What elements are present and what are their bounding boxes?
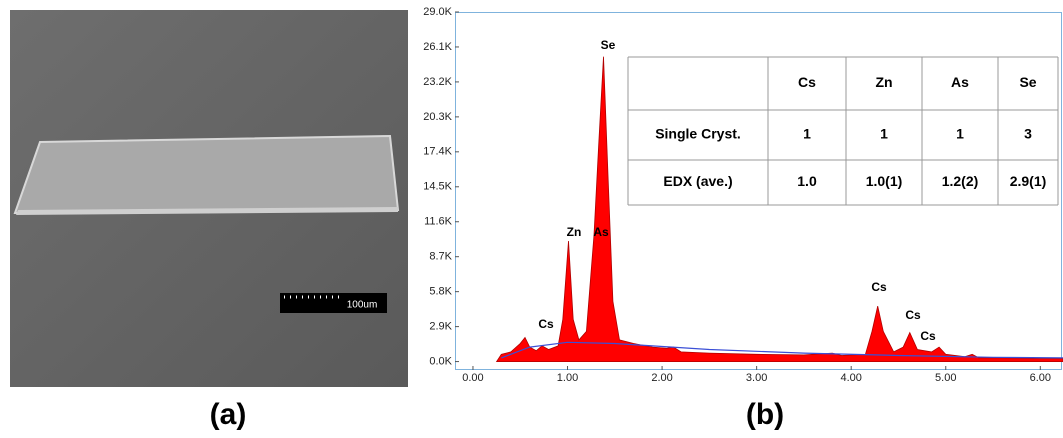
peak-label: Cs [905,308,921,322]
x-tick-label: 5.00 [935,372,956,384]
peak-label: Se [601,38,616,52]
x-tick-label: 4.00 [840,372,861,384]
x-tick-label: 2.00 [651,372,672,384]
table-cell: 1.0 [797,173,817,189]
table-cell: 2.9(1) [1010,173,1047,189]
x-tick-label: 0.00 [462,372,483,384]
table-header: As [951,74,969,90]
peak-label: As [593,225,609,239]
peak-label: Cs [538,317,554,331]
table-cell: 1.0(1) [866,173,903,189]
table-bg [628,57,1058,205]
table-header: Se [1019,74,1036,90]
table-cell: 1 [803,126,811,142]
y-tick-label: 2.9K [429,321,452,333]
y-tick-label: 17.4K [423,146,452,158]
table-cell: 1 [956,126,964,142]
table-row-label: Single Cryst. [655,126,741,142]
table-row-label: EDX (ave.) [663,173,732,189]
y-tick-label: 11.6K [424,216,453,228]
x-tick-label: 1.00 [557,372,578,384]
table-cell: 1 [880,126,888,142]
y-tick-label: 5.8K [429,286,452,298]
scale-bar [280,293,387,313]
crystal [13,134,400,215]
table-header: Zn [875,74,892,90]
panel-label: (b) [746,398,784,431]
peak-label: Cs [871,280,887,294]
panel-label: (a) [210,398,247,431]
x-tick-label: 3.00 [746,372,767,384]
table-cell: 1.2(2) [942,173,979,189]
peak-label: Zn [567,225,582,239]
table-header: Cs [798,74,816,90]
peak-label: Cs [920,329,936,343]
y-tick-label: 8.7K [429,251,452,263]
y-tick-label: 14.5K [423,181,452,193]
y-tick-label: 26.1K [423,41,452,53]
background-fit [501,341,1063,359]
y-tick-label: 29.0K [423,6,452,18]
y-tick-label: 20.3K [423,111,452,123]
crystal-edge [16,207,398,215]
y-tick-label: 0.0K [429,355,452,367]
y-tick-label: 23.2K [423,76,452,88]
scale-label: 100um [347,300,378,311]
spectrum [495,56,1063,362]
table-cell: 3 [1024,126,1032,142]
x-tick-label: 6.00 [1030,372,1051,384]
